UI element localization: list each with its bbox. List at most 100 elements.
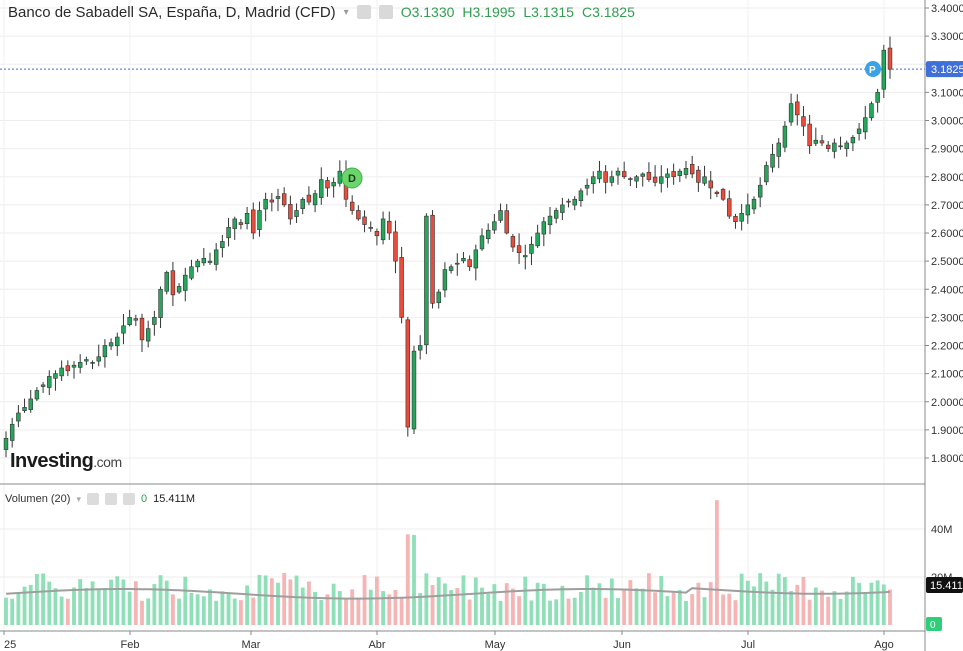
- volume-bar: [146, 598, 151, 625]
- volume-bar: [152, 584, 157, 625]
- candle-body: [34, 390, 40, 400]
- investing-logo: Investing.com: [10, 450, 122, 473]
- volume-bar: [622, 589, 627, 625]
- candle-body: [467, 259, 472, 268]
- p-marker[interactable]: P: [865, 61, 881, 77]
- candle-body: [201, 258, 207, 264]
- candlesticks: [3, 36, 893, 458]
- time-axis[interactable]: 25 Feb Mar Abr May Jun Jul Ago: [3, 631, 894, 651]
- candle-body: [102, 345, 108, 358]
- volume-bars: [4, 500, 892, 625]
- candle-body: [28, 398, 33, 410]
- volume-bar: [727, 593, 732, 625]
- candle-body: [869, 103, 874, 119]
- volume-bar: [313, 591, 318, 625]
- candle-body: [195, 260, 200, 268]
- volume-bar: [418, 593, 423, 625]
- candle-body: [281, 193, 287, 206]
- candle-body: [757, 184, 763, 198]
- volume-close-icon[interactable]: [122, 493, 135, 505]
- candle-body: [597, 170, 602, 180]
- candle-body: [436, 291, 441, 304]
- dividend-marker[interactable]: D: [341, 167, 363, 189]
- volume-bar: [300, 587, 305, 625]
- volume-bar: [888, 589, 892, 625]
- volume-bar: [690, 594, 695, 625]
- volume-grid: [0, 528, 925, 578]
- volume-bar: [597, 583, 602, 625]
- volume-bar: [473, 577, 478, 625]
- volume-bar: [257, 574, 262, 625]
- candle-body: [257, 210, 262, 230]
- candle-body: [362, 216, 367, 225]
- candle-body: [634, 176, 639, 182]
- volume-bar: [844, 591, 849, 625]
- candle-body: [127, 317, 132, 325]
- candle-body: [689, 163, 695, 175]
- volume-last-label: 15.411M: [930, 580, 963, 592]
- candle-body: [473, 249, 479, 269]
- volume-eye-icon[interactable]: [86, 493, 99, 505]
- candle-body: [547, 215, 553, 226]
- volume-settings-icon[interactable]: [104, 493, 117, 505]
- candle-body: [461, 258, 466, 262]
- candle-body: [411, 350, 417, 430]
- settings-icon[interactable]: [378, 5, 393, 19]
- candle-body: [133, 318, 139, 321]
- volume-bar: [628, 580, 633, 625]
- volume-bar: [529, 600, 534, 625]
- volume-bar: [782, 577, 787, 625]
- candle-body: [825, 144, 831, 149]
- eye-icon[interactable]: [356, 5, 371, 19]
- volume-bar: [548, 600, 552, 625]
- volume-bar: [566, 598, 571, 625]
- volume-bar: [449, 590, 454, 625]
- y-tick-label: 2.6000: [931, 228, 963, 240]
- volume-label[interactable]: Volumen (20): [5, 493, 71, 505]
- candle-body: [59, 367, 64, 377]
- candle-body: [387, 220, 392, 234]
- candle-body: [226, 227, 231, 239]
- dividend-marker-label: D: [348, 173, 356, 185]
- volume-bar: [41, 573, 46, 625]
- candle-body: [708, 180, 713, 189]
- volume-bar: [745, 580, 750, 625]
- candle-body: [683, 168, 689, 175]
- volume-bar: [813, 587, 818, 625]
- volume-bar: [47, 581, 52, 625]
- volume-bar: [517, 596, 522, 625]
- candle-body: [578, 190, 584, 202]
- volume-bar: [554, 599, 559, 625]
- x-tick-label: May: [485, 639, 506, 651]
- volume-last-tag: 15.411M: [926, 577, 963, 593]
- ohlc-open: O3.1330: [400, 4, 455, 20]
- x-tick-label: Feb: [121, 639, 140, 651]
- volume-zero-label: 0: [930, 620, 936, 631]
- volume-bar: [560, 585, 565, 625]
- volume-dropdown-icon[interactable]: ▾: [76, 493, 81, 504]
- volume-bar: [84, 588, 89, 625]
- candle-body: [479, 235, 485, 250]
- volume-bar: [195, 594, 200, 625]
- candle-body: [696, 169, 701, 183]
- candle-body: [510, 236, 516, 248]
- candle-body: [603, 171, 608, 183]
- candle-body: [300, 198, 305, 209]
- volume-bar: [208, 589, 212, 625]
- title-dropdown-icon[interactable]: ▾: [343, 6, 349, 18]
- volume-bar: [344, 598, 348, 625]
- volume-bar: [442, 583, 447, 625]
- y-tick-label: 3.1000: [931, 87, 963, 99]
- volume-bar: [133, 581, 138, 625]
- candle-body: [739, 213, 744, 222]
- volume-bar: [789, 591, 794, 625]
- y-tick-label: 1.9000: [931, 425, 963, 437]
- chart-title[interactable]: Banco de Sabadell SA, España, D, Madrid …: [8, 3, 336, 21]
- y-tick-label: 3.4000: [931, 3, 963, 15]
- candle-body: [448, 266, 454, 271]
- candle-body: [183, 274, 188, 291]
- volume-bar: [869, 582, 874, 625]
- candle-body: [417, 345, 423, 351]
- volume-bar: [646, 573, 651, 625]
